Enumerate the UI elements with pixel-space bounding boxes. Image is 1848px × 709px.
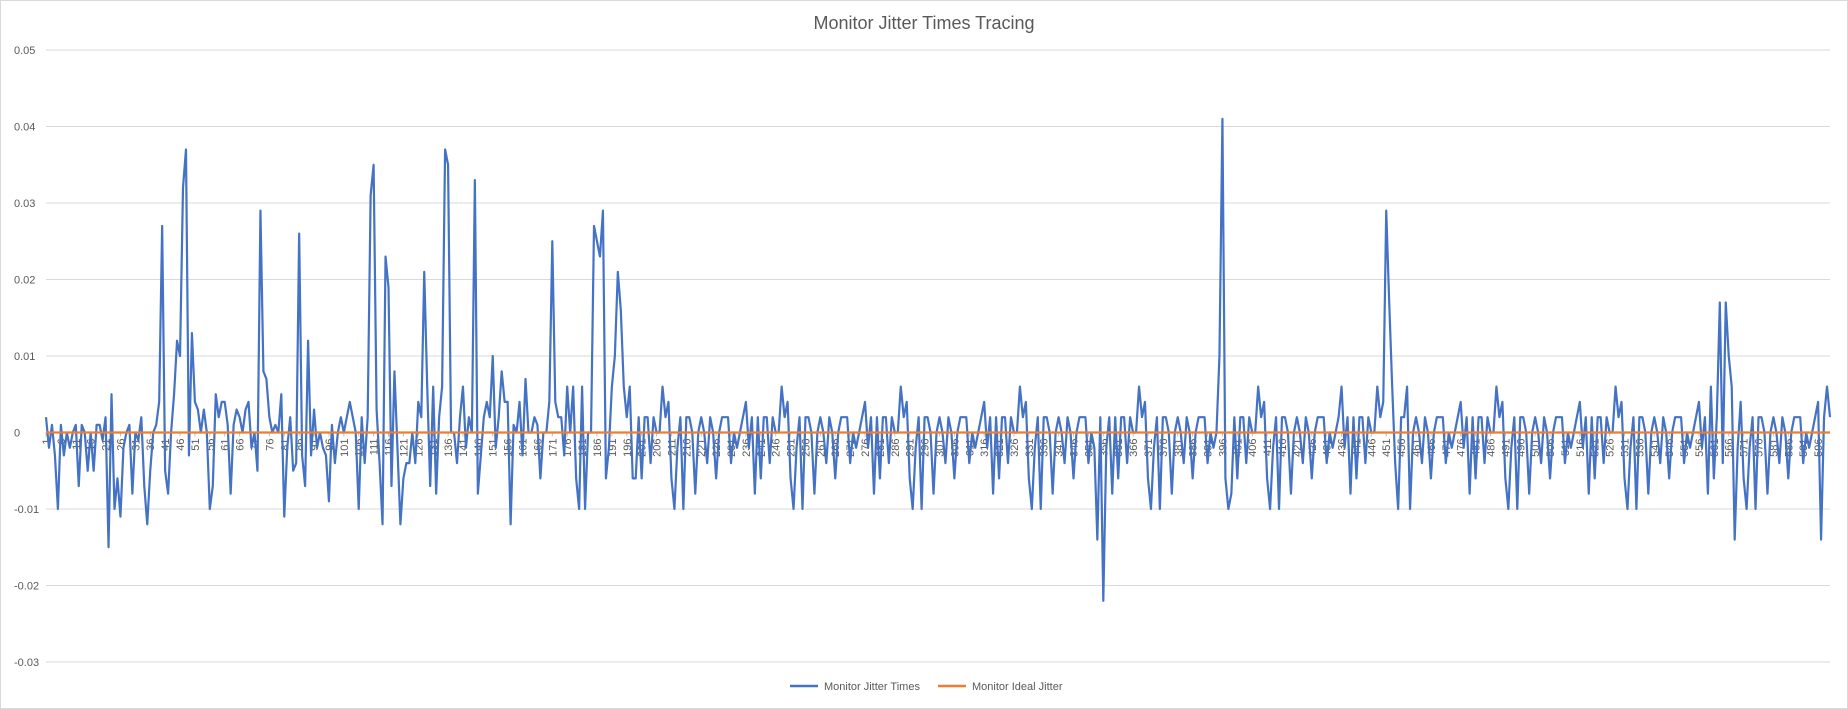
x-tick-label: 326 — [1009, 438, 1021, 456]
legend-item-monitor-jitter-times: Monitor Jitter Times — [790, 681, 920, 693]
x-tick-label: 366 — [1128, 439, 1140, 457]
x-tick-label: 451 — [1381, 439, 1393, 457]
x-tick-label: 406 — [1247, 439, 1259, 457]
y-tick-label: -0.01 — [14, 504, 39, 516]
y-tick-label: 0.03 — [14, 198, 35, 210]
x-tick-label: 136 — [443, 439, 455, 457]
x-tick-label: 436 — [1337, 439, 1349, 457]
x-tick-label: 206 — [652, 439, 664, 457]
x-tick-label: 296 — [920, 439, 932, 457]
x-tick-label: 556 — [1694, 439, 1706, 457]
y-tick-label: -0.02 — [14, 581, 39, 593]
x-tick-label: 31 — [130, 439, 142, 451]
x-tick-label: 141 — [458, 439, 470, 457]
x-tick-label: 171 — [547, 439, 559, 457]
legend: Monitor Jitter Times Monitor Ideal Jitter — [790, 681, 1063, 693]
x-tick-label: 41 — [160, 439, 172, 451]
x-tick-label: 316 — [979, 439, 991, 457]
x-tick-label: 236 — [741, 439, 753, 457]
x-tick-label: 336 — [1039, 439, 1051, 457]
x-tick-label: 61 — [220, 439, 232, 451]
x-tick-label: 1 — [41, 439, 53, 445]
x-tick-label: 536 — [1634, 439, 1646, 457]
x-tick-label: 516 — [1575, 439, 1587, 457]
series-layer — [44, 117, 1832, 602]
y-tick-label: 0.02 — [14, 275, 35, 287]
x-tick-label: 576 — [1754, 439, 1766, 457]
x-tick-label: 146 — [473, 439, 485, 457]
x-tick-label: 396 — [1217, 439, 1229, 457]
x-tick-label: 256 — [800, 439, 812, 457]
y-axis-tick-labels: -0.03 -0.02 -0.01 0 0.01 0.02 0.03 0.04 0.05 — [14, 45, 39, 669]
x-tick-label: 526 — [1605, 439, 1617, 457]
x-tick-label: 486 — [1485, 439, 1497, 457]
x-tick-label: 186 — [592, 439, 604, 457]
y-tick-label: 0 — [14, 428, 20, 440]
x-tick-label: 276 — [860, 439, 872, 457]
x-tick-label: 121 — [398, 439, 410, 457]
x-tick-label: 446 — [1366, 439, 1378, 457]
x-tick-label: 101 — [339, 439, 351, 457]
y-tick-label: 0.01 — [14, 351, 35, 363]
x-tick-label: 246 — [771, 439, 783, 457]
y-tick-label: 0.05 — [14, 45, 35, 57]
y-tick-label: 0.04 — [14, 122, 35, 134]
x-tick-label: 496 — [1515, 439, 1527, 457]
x-tick-label: 81 — [279, 439, 291, 451]
x-tick-label: 151 — [488, 439, 500, 457]
x-tick-label: 51 — [190, 439, 202, 451]
legend-label: Monitor Jitter Times — [824, 681, 920, 693]
x-tick-label: 66 — [235, 439, 247, 451]
legend-label: Monitor Ideal Jitter — [972, 681, 1063, 693]
legend-item-monitor-ideal-jitter: Monitor Ideal Jitter — [938, 681, 1063, 693]
x-tick-label: 476 — [1456, 439, 1468, 457]
x-tick-label: 76 — [264, 439, 276, 451]
x-tick-label: 46 — [175, 439, 187, 451]
chart-title: Monitor Jitter Times Tracing — [813, 13, 1034, 33]
x-tick-label: 216 — [681, 439, 693, 457]
y-tick-label: -0.03 — [14, 657, 39, 669]
x-tick-label: 286 — [890, 439, 902, 457]
x-tick-label: 376 — [1158, 439, 1170, 457]
x-tick-label: 456 — [1396, 439, 1408, 457]
x-tick-label: 416 — [1277, 439, 1289, 457]
series-line-monitor-jitter-times — [44, 117, 1832, 602]
